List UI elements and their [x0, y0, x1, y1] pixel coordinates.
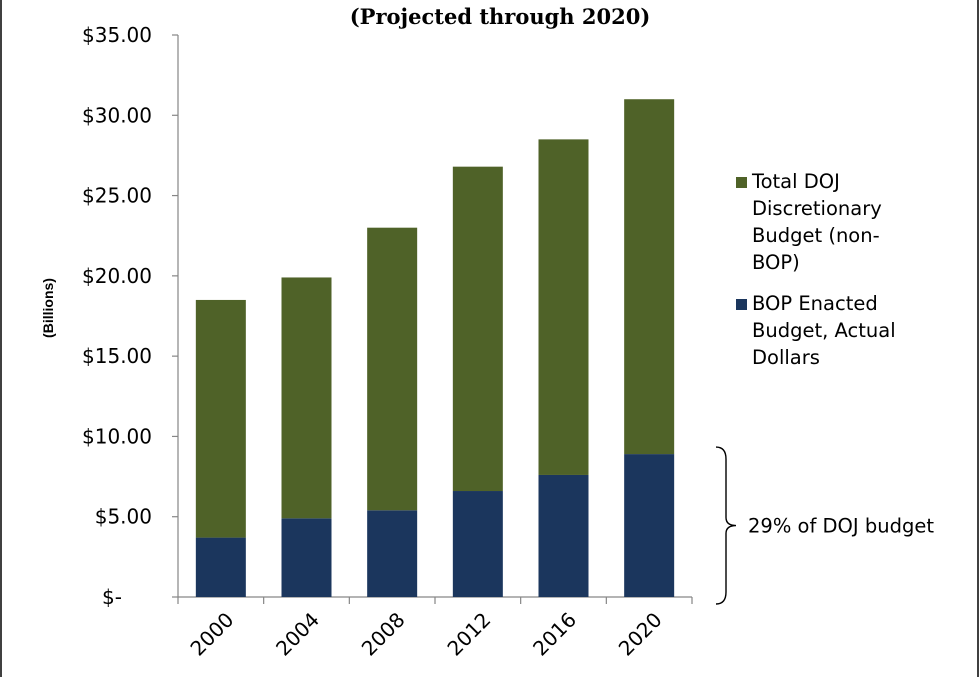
legend-swatch	[736, 177, 747, 188]
x-tick-label: 2004	[271, 608, 324, 661]
bar-segment	[281, 277, 332, 519]
legend-label: Budget (non-	[752, 224, 880, 247]
bar-segment	[624, 454, 675, 597]
legend-label: Budget, Actual	[752, 319, 896, 342]
x-tick-label: 2020	[614, 608, 667, 661]
bar-segment	[281, 518, 332, 597]
x-tick-label: 2000	[185, 608, 238, 661]
bar-segment	[195, 537, 246, 597]
plot-area: $35.00 $30.00 $25.00 $20.00 $15.00 $10.00 $5.0…	[82, 23, 693, 661]
bar-segment	[452, 491, 503, 597]
y-tick-label: $5.00	[95, 505, 152, 529]
annotation-text: 29% of DOJ budget	[748, 515, 934, 538]
legend-label: Discretionary	[752, 197, 882, 220]
y-tick-label: $10.00	[82, 424, 152, 448]
x-tick-label: 2016	[528, 608, 581, 661]
bracket	[715, 446, 737, 605]
x-tick-label: 2012	[442, 608, 495, 661]
y-tick-label: $30.00	[82, 103, 152, 127]
bar-segment	[538, 139, 589, 475]
x-tick-label: 2008	[357, 608, 410, 661]
bar-segment	[367, 510, 418, 597]
legend-label: Dollars	[752, 346, 820, 369]
legend-label: BOP Enacted	[752, 292, 878, 315]
legend-label: BOP)	[752, 251, 800, 274]
annotation: 29% of DOJ budget	[715, 446, 934, 605]
y-axis-label: (Billions)	[40, 278, 56, 338]
legend-swatch	[736, 299, 747, 310]
y-tick-label: $25.00	[82, 184, 152, 208]
bar-segment	[195, 299, 246, 538]
bar-segment	[624, 99, 675, 455]
y-tick-label: $35.00	[82, 23, 152, 47]
legend-label: Total DOJ	[751, 170, 840, 193]
y-tick-label: $20.00	[82, 264, 152, 288]
chart-title: (Projected through 2020)	[350, 4, 651, 29]
y-tick-label: $15.00	[82, 344, 152, 368]
bar-segment	[452, 166, 503, 492]
y-tick-label: $-	[102, 585, 122, 609]
bar-segment	[367, 227, 418, 511]
bar-segment	[538, 474, 589, 597]
legend: Total DOJ Discretionary Budget (non- BOP) BO…	[736, 170, 896, 369]
